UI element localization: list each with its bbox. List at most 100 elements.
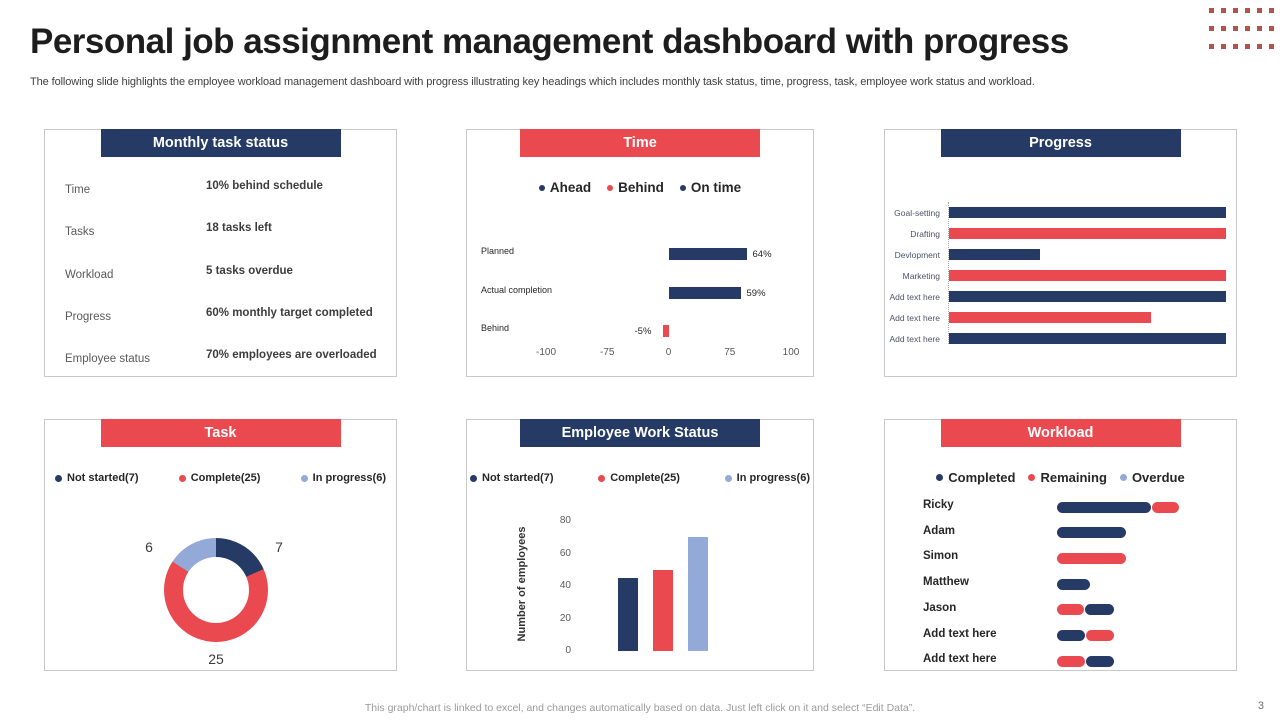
donut-value-label: 7 [275, 539, 283, 555]
workload-bar [1057, 552, 1126, 564]
data-bar [949, 228, 1226, 239]
legend-label: On time [690, 180, 742, 195]
workload-bar-segment [1057, 655, 1085, 667]
status-label: Tasks [65, 226, 95, 239]
axis-tick-label: 0 [665, 347, 672, 358]
footer-note: This graph/chart is linked to excel, and… [364, 702, 916, 714]
status-value: 18 tasks left [206, 222, 272, 235]
legend-item: In progress(6) [300, 472, 386, 484]
category-label: Add text here [889, 334, 940, 344]
decor-dot [1269, 8, 1274, 13]
status-value: 70% employees are overloaded [206, 349, 377, 362]
legend-item: Not started(7) [55, 472, 139, 484]
axis-line [948, 202, 949, 344]
workload-bar-segment [1086, 630, 1114, 641]
decor-dot [1245, 8, 1250, 13]
axis-tick-label: -75 [600, 347, 615, 358]
workload-bar-segment [1057, 552, 1126, 564]
workload-row-label: Add text here [923, 653, 997, 666]
status-label: Time [65, 184, 91, 196]
legend-dot-icon [936, 474, 944, 481]
workload-bar-segment [1057, 527, 1126, 539]
data-bar [949, 333, 1226, 344]
legend-label: In progress(6) [312, 472, 386, 484]
legend-label: Complete(25) [610, 472, 680, 484]
data-bar [668, 287, 741, 299]
workload-bar-segment [1152, 501, 1179, 513]
y-axis-title: Number of employees [516, 526, 528, 642]
workload-row-label: Add text here [923, 627, 997, 640]
category-label: Behind [481, 323, 510, 333]
page-number: 3 [1257, 700, 1264, 712]
legend-item: Behind [607, 180, 664, 195]
time-bar-chart[interactable]: Planned 64% Actual completion 59% Behind -5% -… [467, 130, 813, 376]
category-label: Goal-setting [894, 208, 940, 218]
decor-dot [1209, 44, 1214, 49]
legend-label: Remaining [1040, 470, 1107, 485]
value-label: -5% [634, 326, 652, 337]
panel-monthly-task-status: Monthly task status Time 10% behind sched… [44, 129, 397, 377]
decor-dot [1257, 8, 1262, 13]
legend-label: Completed [948, 470, 1016, 485]
workload-row-label: Simon [923, 550, 959, 563]
legend-label: Not started(7) [67, 472, 139, 484]
legend-dot-icon [607, 184, 614, 191]
workload-legend: Completed Remaining Overdue [885, 470, 1236, 485]
data-bar [618, 578, 638, 651]
category-label: Add text here [889, 313, 940, 323]
status-value: 60% monthly target completed [206, 306, 373, 319]
workload-bar [1057, 604, 1114, 616]
axis-tick-label: 75 [724, 347, 736, 358]
legend-item: Remaining [1028, 470, 1107, 485]
legend-label: Behind [618, 180, 664, 195]
legend-label: Overdue [1131, 470, 1185, 485]
progress-bar-chart[interactable]: Goal-setting Drafting Devlopment Marketing A… [885, 130, 1236, 376]
decor-dot [1233, 8, 1238, 13]
employee-bar-chart[interactable]: Number of employees 0 20 40 60 80 [467, 420, 813, 670]
decor-dot [1221, 8, 1226, 13]
status-label: Workload [65, 268, 114, 281]
workload-bar [1057, 578, 1090, 590]
data-bar [662, 325, 669, 337]
donut-value-label: 25 [208, 651, 224, 667]
category-label: Marketing [902, 271, 940, 281]
workload-stacked-bar-chart[interactable]: Ricky Adam Simon Matthew Jason Add text here A… [885, 420, 1236, 670]
legend-dot-icon [55, 474, 62, 482]
status-label: Progress [65, 310, 112, 323]
data-bar [949, 270, 1226, 281]
task-donut-chart[interactable]: 7 25 6 [45, 420, 396, 670]
legend-item: Complete(25) [598, 472, 680, 484]
status-row: Workload 5 tasks overdue [65, 265, 388, 281]
legend-label: Complete(25) [190, 472, 261, 484]
decor-dot [1209, 8, 1214, 13]
decor-dot [1269, 44, 1274, 49]
category-label: Devlopment [894, 250, 940, 260]
panel-header-task: Task [100, 419, 341, 447]
value-label: 64% [752, 249, 772, 260]
axis-tick-label: 100 [782, 347, 800, 358]
legend-item: On time [679, 180, 742, 195]
status-value: 5 tasks overdue [206, 264, 293, 277]
workload-bar [1057, 527, 1126, 539]
slide-subtitle: The following slide highlights the emplo… [30, 76, 1035, 88]
legend-item: In progress(6) [724, 472, 810, 484]
status-row: Employee status 70% employees are overloa… [65, 349, 388, 365]
value-label: 59% [746, 288, 766, 299]
axis-tick-label: 60 [559, 547, 571, 559]
panel-header-progress: Progress [940, 129, 1181, 157]
workload-row-label: Matthew [923, 576, 969, 589]
status-row: Time 10% behind schedule [65, 180, 388, 196]
workload-bar-segment [1057, 604, 1084, 616]
workload-bar [1057, 630, 1114, 641]
decor-dot [1221, 26, 1226, 31]
data-bar [668, 248, 747, 260]
legend-item: Ahead [538, 180, 591, 195]
workload-bar-segment [1057, 630, 1085, 641]
legend-dot-icon [538, 184, 545, 191]
decor-dot [1221, 44, 1226, 49]
monthly-status-list: Time 10% behind schedule Tasks 18 tasks lef… [45, 130, 396, 376]
workload-bar-segment [1057, 501, 1151, 513]
status-value: 10% behind schedule [206, 180, 323, 192]
panel-header-time: Time [520, 129, 760, 157]
decor-dot [1245, 26, 1250, 31]
